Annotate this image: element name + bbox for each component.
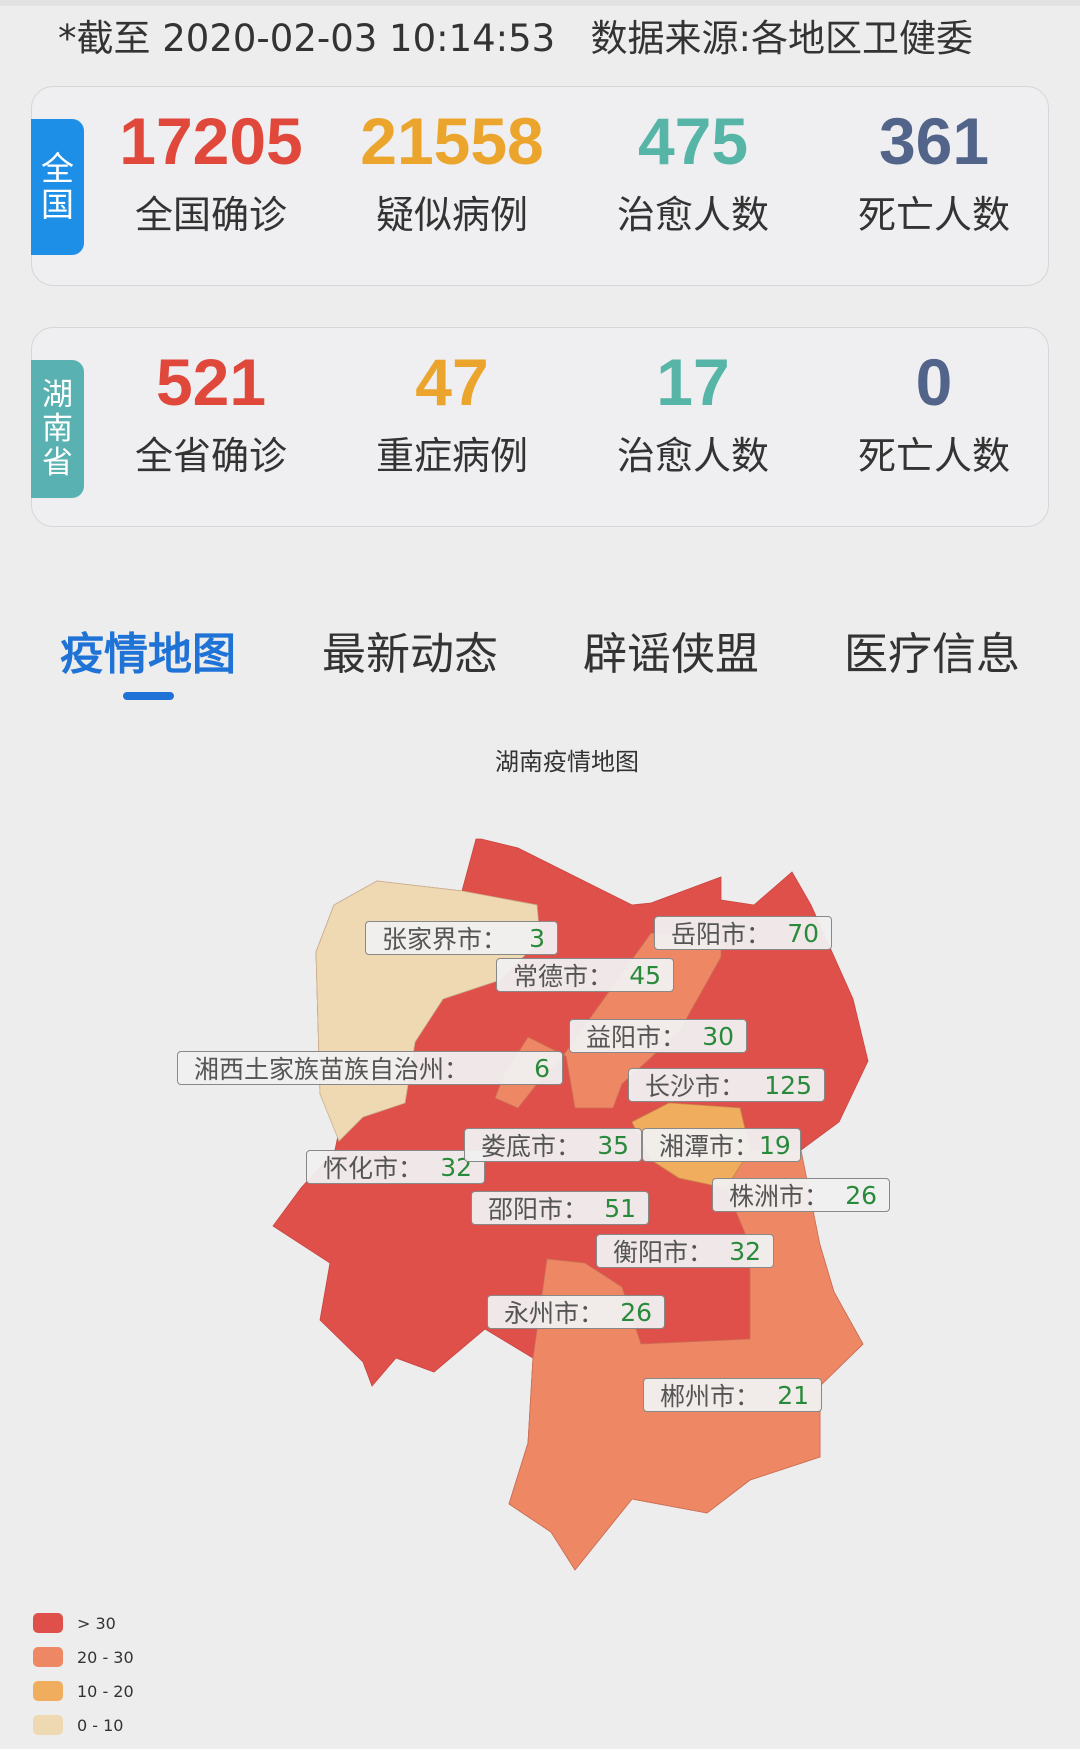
legend-swatch: [33, 1613, 63, 1633]
stat-value: 17205: [119, 104, 303, 178]
region-value: 30: [702, 1021, 734, 1051]
region-value: 45: [629, 960, 661, 990]
region-label[interactable]: 郴州市： 21: [643, 1378, 822, 1412]
tab-medical-info[interactable]: 医疗信息: [844, 629, 1020, 680]
region-label[interactable]: 长沙市： 125: [628, 1068, 825, 1102]
region-label[interactable]: 永州市： 26: [487, 1295, 665, 1329]
stat-label: 疑似病例: [375, 192, 528, 237]
region-value: 21: [777, 1380, 809, 1410]
region-value: 26: [620, 1297, 652, 1327]
stat-national-cured: 475 治愈人数: [583, 105, 803, 239]
stat-province-cured: 17 治愈人数: [583, 346, 803, 480]
stat-label: 治愈人数: [616, 433, 769, 478]
map-title: 湖南疫情地图: [495, 748, 639, 776]
stat-value: 361: [878, 104, 990, 178]
region-label[interactable]: 娄底市： 35: [464, 1128, 642, 1162]
badge-char: 全: [41, 148, 74, 188]
region-name: 邵阳市：: [488, 1195, 589, 1224]
stat-province-severe: 47 重症病例: [342, 346, 562, 480]
region-name: 益阳市：: [586, 1023, 687, 1052]
legend-swatch: [33, 1647, 63, 1667]
region-name: 娄底市：: [481, 1132, 582, 1161]
badge-char: 湖: [42, 376, 73, 413]
stat-label: 死亡人数: [857, 433, 1010, 478]
tab-latest-news[interactable]: 最新动态: [322, 629, 498, 680]
region-name: 怀化市：: [323, 1154, 424, 1183]
legend-item[interactable]: 20 - 30: [33, 1646, 134, 1668]
legend-item[interactable]: > 30: [33, 1612, 116, 1634]
region-name: 张家界市：: [382, 925, 508, 954]
stat-value: 21558: [360, 104, 544, 178]
region-name: 永州市：: [504, 1299, 605, 1328]
legend-label: 0 - 10: [77, 1715, 124, 1735]
stat-label: 全国确诊: [134, 192, 287, 237]
province-stats-card: 湖 南 省 521 全省确诊 47 重症病例 17 治愈人数 0 死亡人数: [31, 327, 1049, 527]
region-name: 常德市：: [513, 962, 614, 991]
badge-char: 国: [41, 185, 74, 224]
stat-label: 全省确诊: [134, 433, 287, 478]
region-label[interactable]: 怀化市： 32: [306, 1150, 485, 1184]
legend-item[interactable]: 0 - 10: [33, 1714, 123, 1736]
map-region-south[interactable]: [508, 1149, 864, 1571]
region-value: 70: [787, 918, 819, 948]
stat-national-confirmed: 17205 全国确诊: [101, 105, 321, 239]
legend-label: 10 - 20: [77, 1681, 134, 1701]
region-label[interactable]: 岳阳市： 70: [654, 916, 832, 950]
region-value: 6: [534, 1053, 550, 1083]
national-stats-card: 全 国 17205 全国确诊 21558 疑似病例 475 治愈人数 361 死亡人数: [31, 86, 1049, 286]
update-info: *截至 2020-02-03 10:14:53 数据来源:各地区卫健委: [58, 17, 973, 60]
badge-char: 省: [42, 445, 73, 482]
stat-label: 重症病例: [375, 433, 528, 478]
stat-province-confirmed: 521 全省确诊: [101, 346, 321, 480]
region-label[interactable]: 株洲市： 26: [712, 1178, 890, 1212]
region-label[interactable]: 常德市： 45: [496, 958, 674, 992]
region-name: 株洲市：: [729, 1182, 830, 1211]
tab-epidemic-map[interactable]: 疫情地图: [60, 629, 236, 680]
stat-province-deaths: 0 死亡人数: [824, 346, 1044, 480]
national-badge: 全 国: [31, 119, 84, 255]
stat-value: 17: [656, 345, 730, 419]
stat-value: 475: [637, 104, 749, 178]
province-badge: 湖 南 省: [31, 360, 84, 498]
status-strip: [0, 0, 1080, 6]
region-label[interactable]: 衡阳市： 32: [596, 1234, 774, 1268]
stat-value: 0: [915, 345, 953, 419]
region-value: 26: [845, 1180, 877, 1210]
region-value: 32: [729, 1236, 761, 1266]
region-label[interactable]: 益阳市： 30: [569, 1019, 747, 1053]
region-name: 岳阳市：: [671, 920, 772, 949]
legend-label: 20 - 30: [77, 1647, 134, 1667]
region-value: 35: [597, 1130, 629, 1160]
region-name: 湘西土家族苗族自治州：: [194, 1055, 470, 1084]
region-value: 3: [529, 923, 545, 953]
region-name: 湘潭市：: [659, 1132, 760, 1161]
stat-value: 521: [155, 345, 267, 419]
legend-swatch: [33, 1715, 63, 1735]
region-value: 51: [604, 1193, 636, 1223]
tab-rumor-busting[interactable]: 辟谣侠盟: [583, 629, 759, 680]
legend-swatch: [33, 1681, 63, 1701]
region-label[interactable]: 湘西土家族苗族自治州： 6: [177, 1051, 563, 1085]
stat-national-suspected: 21558 疑似病例: [342, 105, 562, 239]
stat-national-deaths: 361 死亡人数: [824, 105, 1044, 239]
badge-char: 南: [42, 410, 73, 447]
stat-label: 治愈人数: [616, 192, 769, 237]
active-tab-indicator: [123, 692, 174, 700]
region-label[interactable]: 湘潭市： 19: [642, 1128, 801, 1162]
stat-value: 47: [415, 345, 489, 419]
region-label[interactable]: 张家界市： 3: [365, 921, 558, 955]
stat-label: 死亡人数: [857, 192, 1010, 237]
region-name: 郴州市：: [660, 1382, 761, 1411]
legend-item[interactable]: 10 - 20: [33, 1680, 134, 1702]
legend-label: > 30: [77, 1613, 116, 1633]
region-name: 长沙市：: [645, 1072, 746, 1101]
region-name: 衡阳市：: [613, 1238, 714, 1267]
region-value: 125: [764, 1070, 812, 1100]
region-label[interactable]: 邵阳市： 51: [471, 1191, 649, 1225]
region-value: 19: [759, 1130, 791, 1160]
